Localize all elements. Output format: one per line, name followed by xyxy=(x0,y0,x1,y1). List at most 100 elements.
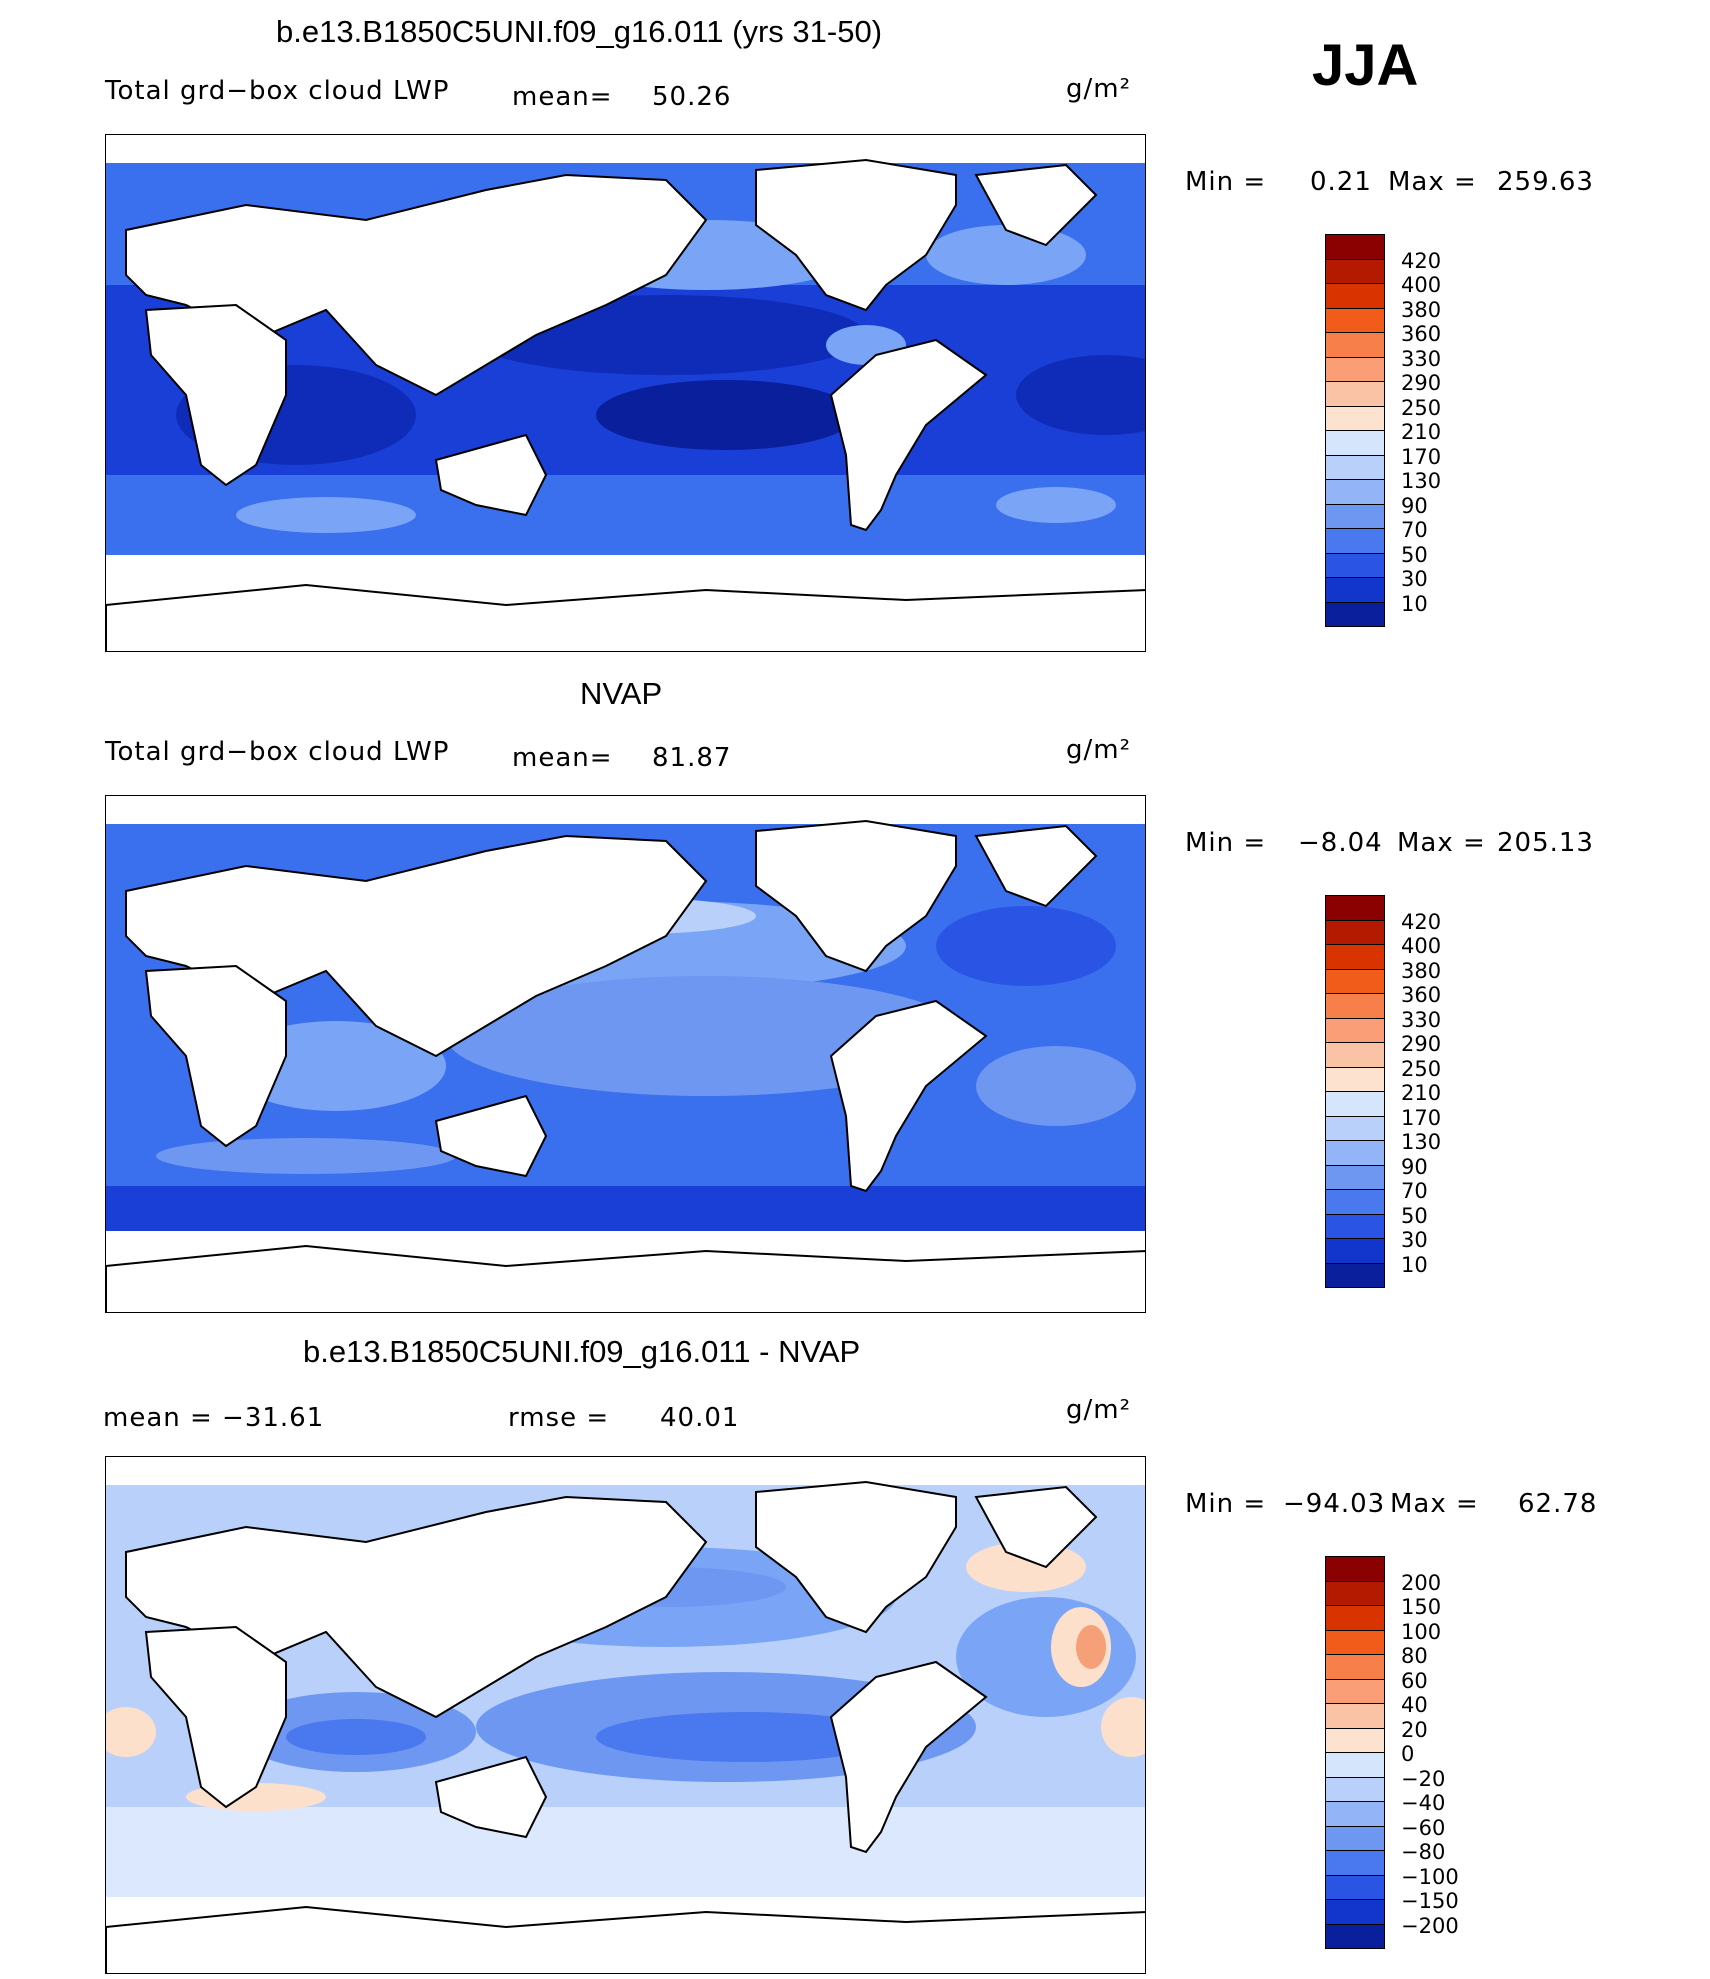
colorbar-label: 50 xyxy=(1401,542,1428,567)
colorbar-label: 250 xyxy=(1401,395,1442,420)
colorbar-swatch xyxy=(1325,1678,1385,1704)
panel-1-min-label: Min = xyxy=(1185,167,1267,197)
colorbar-swatch xyxy=(1325,332,1385,358)
colorbar-swatch xyxy=(1325,1727,1385,1753)
panel-1-units: g/m² xyxy=(1066,74,1132,104)
colorbar-label: 70 xyxy=(1401,518,1428,542)
colorbar-swatch xyxy=(1325,283,1385,309)
colorbar-label: 380 xyxy=(1401,297,1442,322)
panel-2-title: NVAP xyxy=(580,676,663,711)
panel-3-map xyxy=(105,1456,1146,1974)
colorbar-label: 250 xyxy=(1401,1056,1442,1081)
colorbar-swatch xyxy=(1325,895,1385,921)
colorbar-swatch xyxy=(1325,503,1385,529)
colorbar-label: 420 xyxy=(1401,248,1442,273)
colorbar-label: 210 xyxy=(1401,1081,1442,1105)
colorbar-swatch xyxy=(1325,454,1385,480)
colorbar-swatch xyxy=(1325,1189,1385,1215)
colorbar-swatch xyxy=(1325,1262,1385,1288)
colorbar-swatch xyxy=(1325,1654,1385,1680)
panel-2-colorbar: 420 400 380 360 330 290 250 210 170 130 90 70 50 30 10 xyxy=(1325,895,1441,1288)
colorbar-swatch xyxy=(1325,479,1385,505)
colorbar-swatch xyxy=(1325,1213,1385,1239)
colorbar-swatch xyxy=(1325,1017,1385,1043)
colorbar-label: 30 xyxy=(1401,567,1428,591)
colorbar-swatch xyxy=(1325,528,1385,554)
colorbar-swatch xyxy=(1325,1066,1385,1092)
colorbar-swatch xyxy=(1325,258,1385,284)
panel-1-max-value: 259.63 xyxy=(1497,167,1594,197)
colorbar-label: 360 xyxy=(1401,983,1442,1007)
colorbar-label: 400 xyxy=(1401,273,1442,297)
panel-2-min-value: −8.04 xyxy=(1298,828,1383,858)
panel-2-mean-value: 81.87 xyxy=(652,743,732,773)
colorbar-label: −150 xyxy=(1401,1889,1459,1913)
panel-3-max-value: 62.78 xyxy=(1518,1489,1598,1519)
panel-2-units: g/m² xyxy=(1066,735,1132,765)
colorbar-label: 380 xyxy=(1401,958,1442,983)
panel-2-map-svg xyxy=(106,796,1145,1312)
colorbar-swatch xyxy=(1325,577,1385,603)
colorbar-swatch xyxy=(1325,307,1385,333)
colorbar-swatch xyxy=(1325,1801,1385,1827)
colorbar-label: 290 xyxy=(1401,371,1442,395)
colorbar-swatch xyxy=(1325,1164,1385,1190)
colorbar-label: −60 xyxy=(1401,1815,1446,1840)
colorbar-label: 130 xyxy=(1401,469,1442,493)
panel-3-rmse-label: rmse = xyxy=(508,1403,610,1433)
colorbar-label: 330 xyxy=(1401,346,1442,371)
colorbar-label: 150 xyxy=(1401,1595,1442,1619)
colorbar-label: 40 xyxy=(1401,1693,1428,1717)
panel-2-map xyxy=(105,795,1146,1313)
colorbar-swatch xyxy=(1325,1776,1385,1802)
colorbar-swatch xyxy=(1325,1899,1385,1925)
season-label: JJA xyxy=(1312,33,1419,98)
colorbar-swatch xyxy=(1325,601,1385,627)
colorbar-label: 80 xyxy=(1401,1644,1428,1668)
colorbar-swatch xyxy=(1325,944,1385,970)
panel-1-colorbar: 420 400 380 360 330 290 250 210 170 130 90 70 50 30 10 xyxy=(1325,234,1441,627)
colorbar-swatch xyxy=(1325,356,1385,382)
colorbar-swatch xyxy=(1325,1115,1385,1141)
panel-1-max-label: Max = xyxy=(1388,167,1477,197)
panel-1-mean-value: 50.26 xyxy=(652,82,732,112)
colorbar-label: 0 xyxy=(1401,1742,1415,1766)
colorbar-swatch xyxy=(1325,1605,1385,1631)
panel-3-title: b.e13.B1850C5UNI.f09_g16.011 - NVAP xyxy=(303,1334,861,1369)
panel-1-colorbar-swatches xyxy=(1325,234,1385,627)
colorbar-label: 200 xyxy=(1401,1570,1442,1595)
panel-3-rmse-value: 40.01 xyxy=(660,1403,740,1433)
panel-3-max-label: Max = xyxy=(1390,1489,1479,1519)
colorbar-swatch xyxy=(1325,1850,1385,1876)
colorbar-swatch xyxy=(1325,1923,1385,1949)
panel-3-colorbar-swatches xyxy=(1325,1556,1385,1949)
colorbar-swatch xyxy=(1325,1703,1385,1729)
panel-3-map-svg xyxy=(106,1457,1145,1973)
colorbar-label: −80 xyxy=(1401,1840,1446,1864)
colorbar-label: 90 xyxy=(1401,1154,1428,1179)
panel-3-colorbar: 200 150 100 80 60 40 20 0 −20 −40 −60 −80 −100 −150 −2… xyxy=(1325,1556,1459,1949)
colorbar-swatch xyxy=(1325,1752,1385,1778)
panel-1-min-value: 0.21 xyxy=(1310,167,1372,197)
colorbar-label: 360 xyxy=(1401,322,1442,346)
colorbar-label: 210 xyxy=(1401,420,1442,444)
colorbar-swatch xyxy=(1325,381,1385,407)
colorbar-label: 330 xyxy=(1401,1007,1442,1032)
colorbar-label: −20 xyxy=(1401,1766,1446,1791)
panel-3-units: g/m² xyxy=(1066,1395,1132,1425)
colorbar-swatch xyxy=(1325,993,1385,1019)
colorbar-label: 170 xyxy=(1401,1105,1442,1130)
panel-2-variable-label: Total grd−box cloud LWP xyxy=(105,737,450,767)
panel-2-min-label: Min = xyxy=(1185,828,1267,858)
colorbar-swatch xyxy=(1325,430,1385,456)
colorbar-swatch xyxy=(1325,968,1385,994)
colorbar-label: 400 xyxy=(1401,934,1442,958)
colorbar-swatch xyxy=(1325,1580,1385,1606)
colorbar-swatch xyxy=(1325,1825,1385,1851)
colorbar-swatch xyxy=(1325,552,1385,578)
colorbar-label: −200 xyxy=(1401,1913,1459,1938)
colorbar-label: 90 xyxy=(1401,493,1428,518)
panel-1-mean-label: mean= xyxy=(512,82,613,112)
panel-1-variable-label: Total grd−box cloud LWP xyxy=(105,76,450,106)
colorbar-swatch xyxy=(1325,1238,1385,1264)
